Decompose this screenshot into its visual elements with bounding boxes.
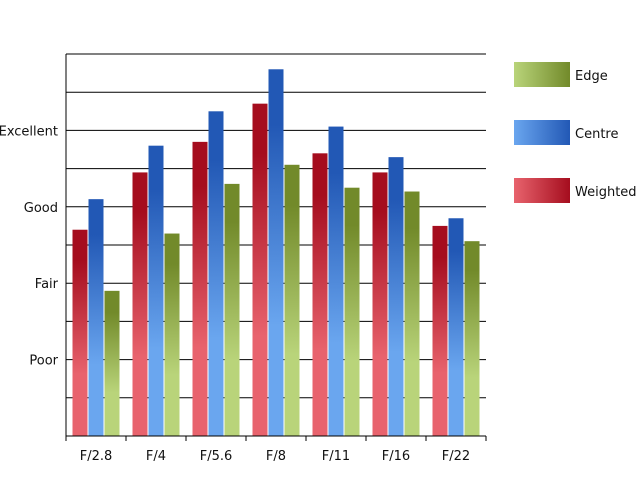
bar-centre-f-8	[268, 69, 284, 436]
bar-weighted-f-11	[312, 153, 328, 436]
bar-weighted-f-22	[432, 225, 448, 436]
x-tick-labels: F/2.8 F/4 F/5.6 F/8 F/11 F/16 F/22	[80, 449, 470, 464]
bar-centre-f-22	[448, 218, 464, 436]
bar-edge-f-4	[164, 233, 180, 436]
y-tick-label-good: Good	[24, 201, 58, 216]
bar-weighted-f-8	[252, 103, 268, 436]
legend: Edge Centre Weighted	[514, 62, 637, 203]
bar-centre-f-4	[148, 145, 164, 436]
x-tick-label-f-5-6: F/5.6	[200, 449, 233, 464]
bar-edge-f-2-8	[104, 290, 120, 436]
bar-centre-f-5-6	[208, 111, 224, 437]
bar-weighted-f-2-8	[72, 229, 88, 436]
bar-edge-f-22	[464, 241, 480, 436]
bar-weighted-f-5-6	[192, 141, 208, 437]
bar-edge-f-5-6	[224, 183, 240, 436]
x-tick-label-f-8: F/8	[266, 449, 286, 464]
bar-weighted-f-16	[372, 172, 388, 437]
x-tick-label-f-4: F/4	[146, 449, 166, 464]
y-tick-label-excellent: Excellent	[0, 124, 58, 139]
x-tick-label-f-22: F/22	[442, 449, 470, 464]
y-tick-labels: Poor Fair Good Excellent	[0, 124, 59, 368]
bars	[72, 69, 480, 437]
bar-weighted-f-4	[132, 172, 148, 437]
legend-swatch-edge	[514, 62, 570, 87]
x-tick-label-f-11: F/11	[322, 449, 350, 464]
bar-edge-f-8	[284, 164, 300, 436]
legend-label-edge: Edge	[575, 69, 608, 84]
x-tick-label-f-2-8: F/2.8	[80, 449, 113, 464]
y-tick-label-poor: Poor	[29, 354, 58, 369]
bar-centre-f-11	[328, 126, 344, 436]
axes	[65, 54, 487, 441]
y-tick-label-fair: Fair	[35, 277, 59, 292]
bar-centre-f-2-8	[88, 199, 104, 436]
legend-label-centre: Centre	[575, 127, 618, 142]
legend-swatch-weighted	[514, 178, 570, 203]
legend-label-weighted: Weighted	[575, 185, 637, 200]
legend-swatch-centre	[514, 120, 570, 145]
bar-edge-f-11	[344, 187, 360, 436]
bar-centre-f-16	[388, 157, 404, 436]
x-tick-label-f-16: F/16	[382, 449, 410, 464]
bar-edge-f-16	[404, 191, 420, 436]
